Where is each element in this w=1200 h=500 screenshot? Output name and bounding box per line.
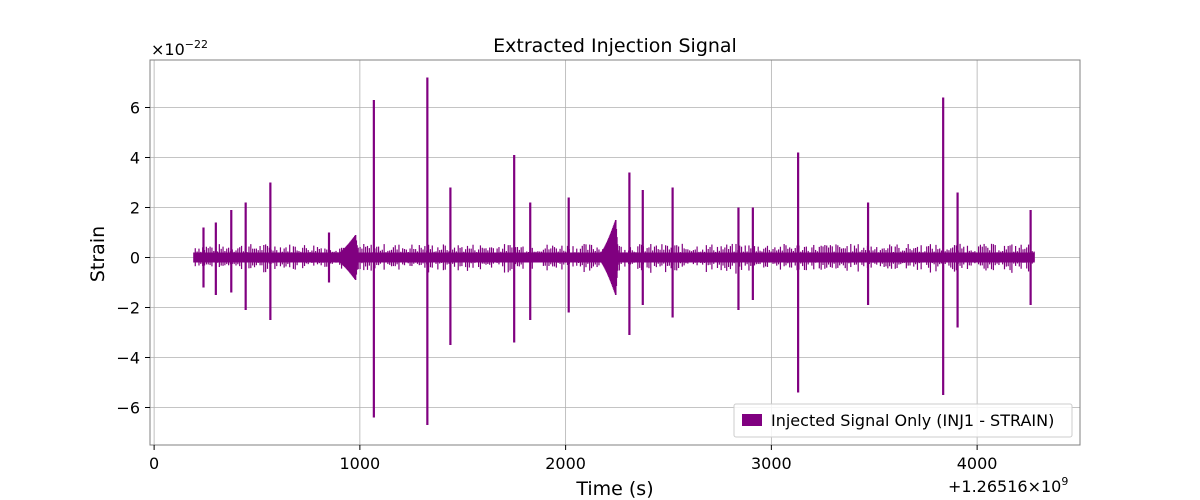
tick-marks [145,107,978,450]
legend-box [733,403,1073,438]
x-tick-label: 3000 [751,454,792,473]
x-offset-label: +1.26516×109 [948,475,1068,496]
y-tick-label: 4 [130,149,140,168]
legend-label: Injected Signal Only (INJ1 - STRAIN) [771,411,1054,430]
y-scale-multiplier: ×10−22 [151,38,208,59]
y-tick-label: 2 [130,199,140,218]
signal-series [193,77,1035,425]
y-axis-label: Strain [87,226,109,282]
x-tick-label: 1000 [340,454,381,473]
legend-swatch [742,414,762,426]
x-axis-label: Time (s) [575,478,653,500]
y-tick-label: −4 [116,349,140,368]
legend: Injected Signal Only (INJ1 - STRAIN) [733,403,1073,438]
x-tick-label: 2000 [545,454,586,473]
y-tick-label: 0 [130,249,140,268]
y-tick-label: −2 [116,299,140,318]
x-tick-label: 4000 [957,454,998,473]
plot-frame [149,59,1081,446]
y-tick-label: −6 [116,399,140,418]
x-tick-label: 0 [149,454,159,473]
chart-title: Extracted Injection Signal [493,35,737,57]
y-tick-label: 6 [130,99,140,118]
